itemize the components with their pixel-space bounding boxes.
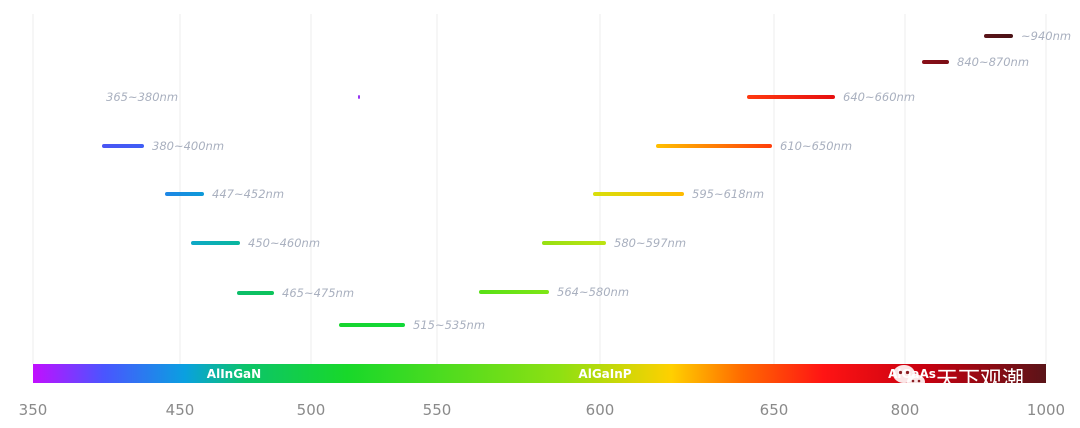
- tick-label-500: 500: [297, 401, 326, 419]
- grid-lines: [32, 14, 1047, 364]
- wechat-icon: [893, 365, 925, 390]
- tick-label-650: 650: [760, 401, 789, 419]
- range-label-450-460nm: 450~460nm: [248, 236, 320, 250]
- material-label-algainp: AlGaInP: [578, 367, 631, 381]
- range-bar-640-660nm: [747, 95, 835, 99]
- spectrum-bar: [33, 364, 1046, 383]
- tick-label-1000: 1000: [1027, 401, 1065, 419]
- range-label-580-597nm: 580~597nm: [614, 236, 686, 250]
- range-label-564-580nm: 564~580nm: [557, 285, 629, 299]
- range-bar-940nm: [984, 34, 1013, 38]
- range-bar-840-870nm: [922, 60, 949, 64]
- range-label-640-660nm: 640~660nm: [843, 90, 915, 104]
- range-label-380-400nm: 380~400nm: [152, 139, 224, 153]
- range-label-465-475nm: 465~475nm: [282, 286, 354, 300]
- range-label-610-650nm: 610~650nm: [780, 139, 852, 153]
- tick-label-350: 350: [19, 401, 48, 419]
- range-bar-580-597nm: [542, 241, 606, 245]
- tick-label-600: 600: [586, 401, 615, 419]
- range-bar-564-580nm: [479, 290, 549, 294]
- range-label-940nm: ~940nm: [1021, 29, 1071, 43]
- range-bar-595-618nm: [593, 192, 684, 196]
- watermark: 天下观潮: [893, 365, 1024, 393]
- range-label-365-380nm: 365~380nm: [106, 90, 178, 104]
- range-bar-515-535nm: [339, 323, 405, 327]
- range-bar-380-400nm: [102, 144, 144, 148]
- range-label-447-452nm: 447~452nm: [212, 187, 284, 201]
- range-bar-450-460nm: [191, 241, 240, 245]
- range-bar-465-475nm: [237, 291, 274, 295]
- material-label-alingan: AlInGaN: [207, 367, 261, 381]
- range-bar-447-452nm: [165, 192, 204, 196]
- tick-label-550: 550: [423, 401, 452, 419]
- range-bar-610-650nm: [656, 144, 772, 148]
- range-bar-365-380nm: [358, 95, 360, 99]
- range-label-515-535nm: 515~535nm: [413, 318, 485, 332]
- watermark-text: 天下观潮: [936, 368, 1024, 393]
- tick-label-450: 450: [166, 401, 195, 419]
- x-axis-ticks: 350 450 500 550 600 650 800 1000: [19, 401, 1065, 419]
- range-label-595-618nm: 595~618nm: [692, 187, 764, 201]
- tick-label-800: 800: [891, 401, 920, 419]
- range-label-840-870nm: 840~870nm: [957, 55, 1029, 69]
- range-bars: 365~380nm 380~400nm 447~452nm 450~460nm 465~…: [102, 29, 1071, 332]
